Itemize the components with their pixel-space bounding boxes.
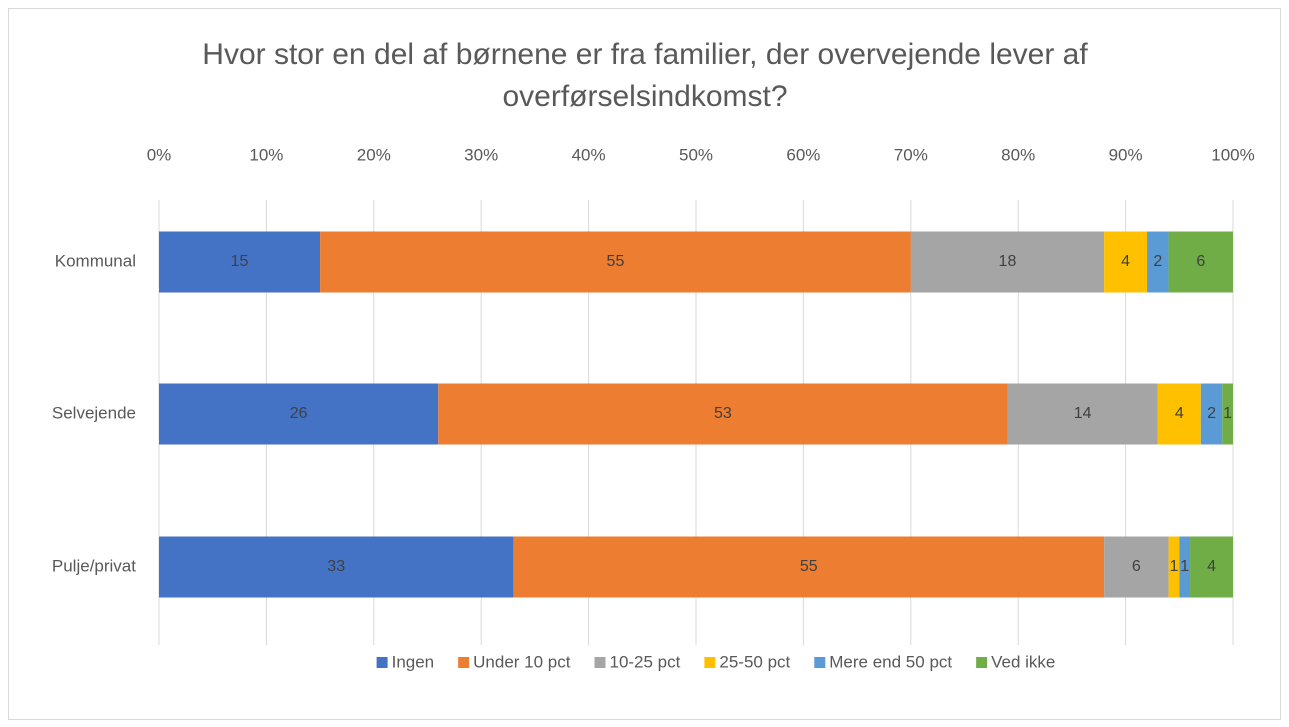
legend-label: Under 10 pct — [473, 652, 571, 671]
data-label: 53 — [714, 405, 732, 422]
bar-segment — [910, 231, 1105, 293]
x-tick-label: 0% — [147, 145, 172, 164]
bar-segment — [159, 383, 439, 445]
bar-segment — [1200, 383, 1223, 445]
y-tick-label: Selvejende — [52, 403, 136, 422]
bar-segment — [1168, 536, 1180, 598]
x-tick-label: 50% — [679, 145, 713, 164]
bar-segment — [1190, 536, 1233, 598]
data-label: 55 — [607, 253, 625, 270]
bar-segment — [1147, 231, 1169, 293]
legend-label: Ved ikke — [991, 652, 1055, 671]
bar-segment — [1179, 536, 1191, 598]
legend-swatch — [458, 657, 470, 668]
data-label: 1 — [1180, 558, 1189, 575]
legend-label: Mere end 50 pct — [829, 652, 952, 671]
x-tick-label: 90% — [1109, 145, 1143, 164]
chart-border — [8, 8, 1281, 720]
bar-segment — [513, 536, 1105, 598]
data-label: 1 — [1169, 558, 1178, 575]
x-tick-label: 30% — [464, 145, 498, 164]
bar-segment — [1104, 536, 1169, 598]
y-tick-label: Kommunal — [55, 251, 136, 270]
data-label: 33 — [327, 558, 345, 575]
data-label: 15 — [231, 253, 249, 270]
bar-segment — [438, 383, 1008, 445]
bar-segment — [320, 231, 911, 293]
data-label: 1 — [1223, 405, 1232, 422]
bar-segment — [1168, 231, 1233, 293]
x-tick-label: 60% — [786, 145, 820, 164]
data-label: 2 — [1153, 253, 1162, 270]
legend-swatch — [704, 657, 716, 668]
x-tick-label: 70% — [894, 145, 928, 164]
data-label: 4 — [1207, 558, 1216, 575]
data-label: 6 — [1196, 253, 1205, 270]
bar-segment — [1157, 383, 1201, 445]
legend-swatch — [976, 657, 988, 668]
bar-segment — [159, 536, 514, 598]
data-label: 18 — [999, 253, 1017, 270]
bar-segment — [1104, 231, 1148, 293]
legend-swatch — [376, 657, 388, 668]
bar-segment — [1222, 383, 1233, 445]
data-label: 2 — [1207, 405, 1216, 422]
data-label: 26 — [290, 405, 308, 422]
legend-swatch — [594, 657, 606, 668]
x-tick-label: 100% — [1211, 145, 1254, 164]
data-label: 4 — [1175, 405, 1184, 422]
legend-label: Ingen — [392, 652, 435, 671]
data-label: 6 — [1132, 558, 1141, 575]
chart-title: Hvor stor en del af børnene er fra famil… — [202, 38, 1088, 113]
x-tick-label: 20% — [357, 145, 391, 164]
x-tick-label: 80% — [1001, 145, 1035, 164]
legend-label: 25-50 pct — [719, 652, 790, 671]
y-tick-label: Pulje/privat — [52, 556, 136, 575]
legend-swatch — [814, 657, 826, 668]
data-label: 55 — [800, 558, 818, 575]
bar-segment — [159, 231, 321, 293]
bar-segment — [1007, 383, 1158, 445]
legend-label: 10-25 pct — [609, 652, 680, 671]
data-label: 14 — [1074, 405, 1092, 422]
data-label: 4 — [1121, 253, 1130, 270]
x-tick-label: 10% — [249, 145, 283, 164]
x-tick-label: 40% — [572, 145, 606, 164]
